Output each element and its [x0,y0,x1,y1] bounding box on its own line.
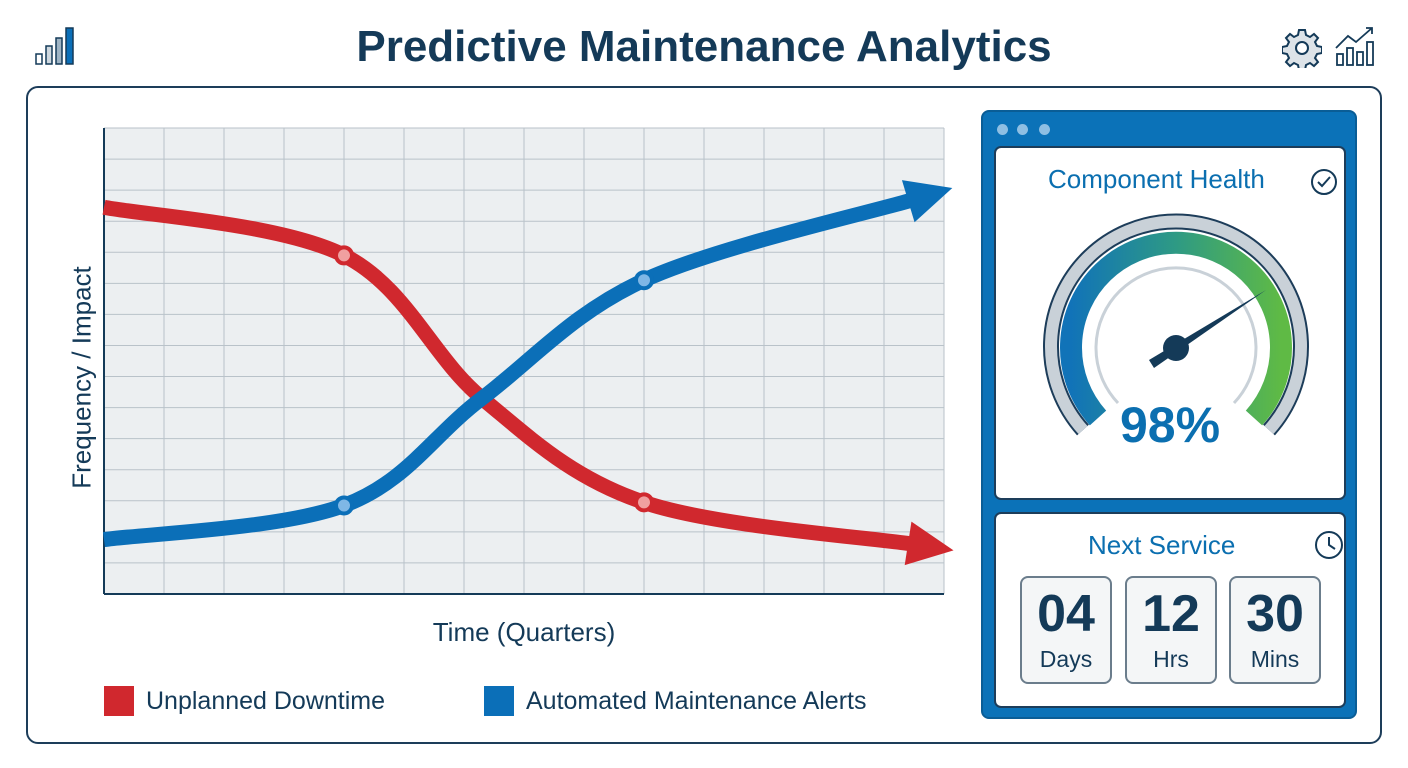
service-title: Next Service [1088,530,1236,560]
countdown-number: 04 [1037,585,1095,643]
data-point-marker [334,495,354,516]
check-circle-icon [1311,169,1337,195]
window-dot [1017,124,1028,135]
countdown-unit: Hrs [1153,646,1189,672]
status-panel: Component Health 98% Next Service 04 Days… [981,110,1357,719]
gear-icon[interactable] [1282,28,1322,68]
series-line-1 [102,192,917,548]
countdown-hours: 12 Hrs [1125,576,1217,684]
clock-icon [1315,531,1343,559]
countdown-days: 04 Days [1020,576,1112,684]
series-arrowhead-1 [901,180,953,223]
legend-swatch-red [104,686,134,716]
health-title: Component Health [1048,164,1265,194]
countdown-minutes: 30 Mins [1229,576,1321,684]
y-axis-label: Frequency / Impact [66,266,97,489]
next-service-card: Next Service 04 Days 12 Hrs 30 Mins [994,512,1346,708]
countdown-unit: Days [1039,646,1093,672]
legend-label: Automated Maintenance Alerts [526,686,867,715]
legend-label: Unplanned Downtime [146,686,386,715]
trend-chart-icon[interactable] [1334,26,1376,68]
data-point-marker [334,245,354,266]
countdown-number: 12 [1142,585,1200,643]
data-point-marker [634,270,654,291]
component-health-card: Component Health 98% [994,146,1346,500]
health-gauge [1043,213,1309,436]
window-dot [1039,124,1050,135]
legend-item-alerts: Automated Maintenance Alerts [484,686,866,716]
chart-frame [26,86,1382,744]
countdown-number: 30 [1246,585,1304,643]
series-arrowhead-0 [904,521,954,566]
health-value: 98% [1119,397,1221,453]
countdown-unit: Mins [1250,646,1300,672]
data-point-marker [634,492,654,513]
legend-swatch-blue [484,686,514,716]
x-axis-label: Time (Quarters) [432,617,616,647]
bar-chart-icon [35,27,74,65]
window-dot [997,124,1008,135]
legend-item-downtime: Unplanned Downtime [104,686,385,716]
page-title: Predictive Maintenance Analytics [356,22,1052,71]
